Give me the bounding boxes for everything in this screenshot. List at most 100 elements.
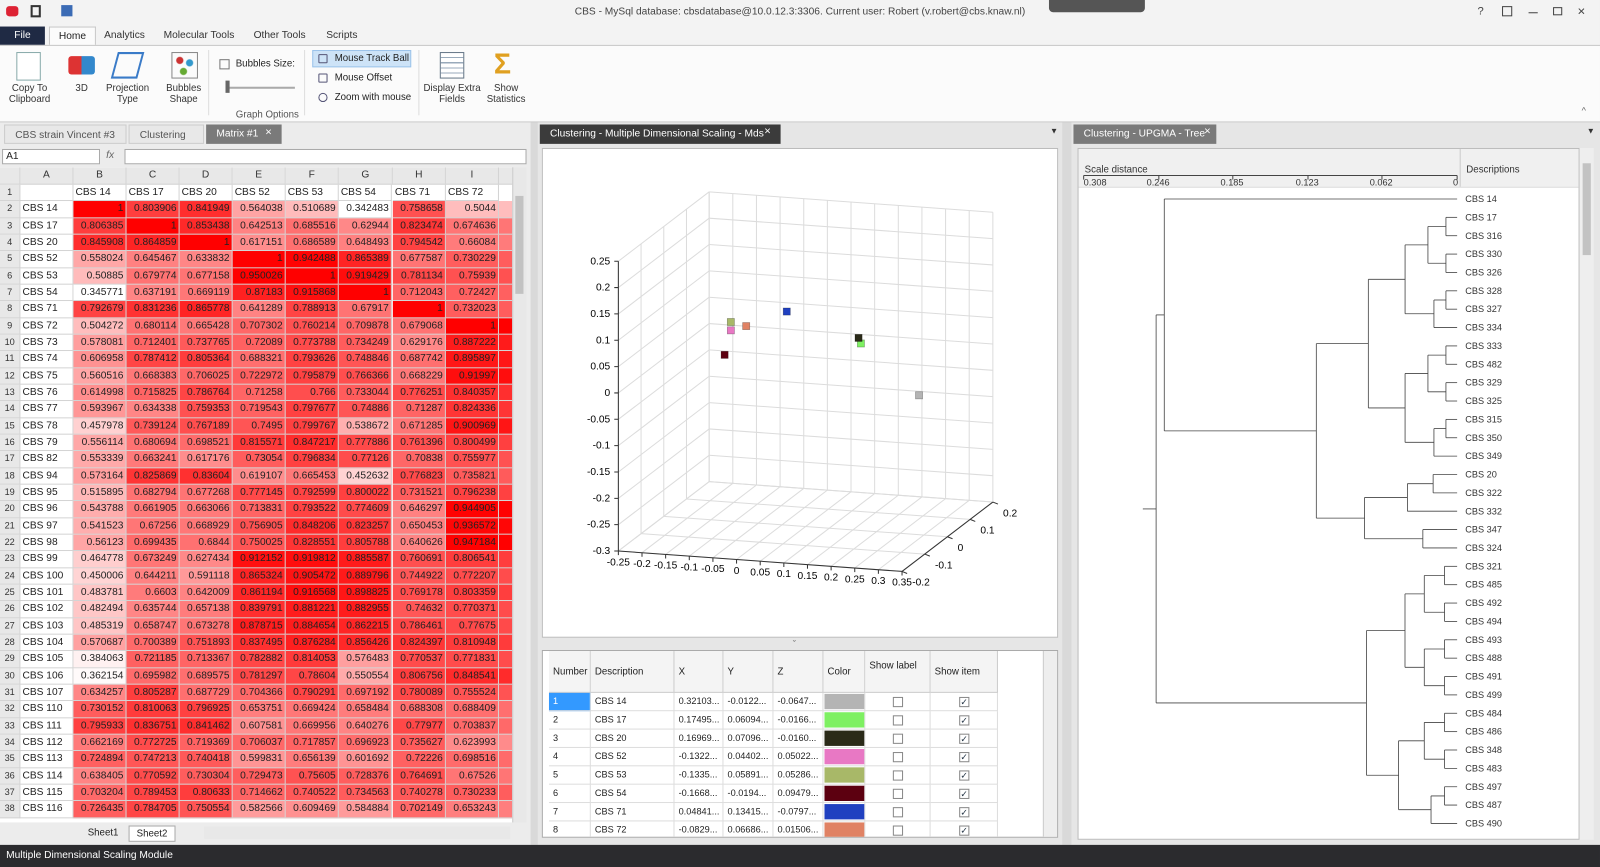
matrix-cell[interactable]: 0.623993 — [445, 734, 499, 752]
matrix-cell[interactable]: 0.774609 — [338, 501, 392, 518]
row-name-cell[interactable]: CBS 113 — [20, 751, 74, 768]
row-header[interactable]: 30 — [0, 667, 21, 685]
matrix-cell[interactable]: 0.689575 — [179, 667, 233, 685]
matrix-cell[interactable]: 0.751893 — [179, 634, 233, 652]
row-name-cell[interactable]: CBS 94 — [20, 467, 74, 485]
matrix-cell[interactable]: 0.634338 — [126, 401, 180, 418]
matrix-cell[interactable]: 0.614998 — [73, 384, 127, 402]
z-cell[interactable]: -0.0647... — [773, 692, 824, 712]
matrix-cell[interactable]: 0.627434 — [179, 551, 233, 568]
matrix-cell[interactable]: 0.658747 — [126, 617, 180, 635]
matrix-cell[interactable]: 0.679774 — [126, 267, 180, 285]
matrix-cell[interactable]: 0.755524 — [445, 684, 499, 702]
matrix-cell[interactable]: 0.617176 — [179, 451, 233, 468]
matrix-cell[interactable]: 0.482494 — [73, 601, 127, 618]
matrix-cell[interactable]: 0.790291 — [285, 684, 339, 702]
matrix-cell[interactable]: 0.665453 — [285, 467, 339, 485]
number-cell[interactable]: 7 — [548, 803, 591, 822]
scroll-thumb[interactable] — [515, 195, 524, 294]
matrix-cell[interactable]: 0.895897 — [445, 351, 499, 368]
z-cell[interactable]: 0.05022... — [773, 747, 824, 767]
matrix-cell[interactable]: 0.840357 — [445, 384, 499, 402]
color-swatch[interactable] — [824, 693, 865, 710]
matrix-cell[interactable]: 0.653751 — [232, 701, 286, 718]
matrix-cell[interactable]: 0.687742 — [392, 351, 446, 368]
table-header[interactable]: Y — [723, 651, 774, 693]
matrix-cell[interactable]: 0.759353 — [179, 401, 233, 418]
row-name-cell[interactable]: CBS 54 — [20, 284, 74, 302]
matrix-cell[interactable]: 0.864859 — [126, 234, 180, 252]
matrix-cell[interactable]: 0.582566 — [232, 801, 286, 818]
matrix-cell[interactable]: 0.707302 — [232, 317, 286, 335]
matrix-cell[interactable]: 0.704366 — [232, 684, 286, 702]
show-label-checkbox[interactable] — [892, 825, 904, 836]
mds-plot[interactable]: 0.250.20.150.10.050-0.05-0.1-0.15-0.2-0.… — [538, 122, 1062, 622]
row-header[interactable]: 37 — [0, 784, 21, 802]
matrix-cell[interactable]: 0.788913 — [285, 301, 339, 318]
matrix-cell[interactable]: 0.824397 — [392, 634, 446, 652]
matrix-cell[interactable]: 0.70838 — [392, 451, 446, 468]
matrix-cell[interactable]: 0.593967 — [73, 401, 127, 418]
matrix-cell[interactable]: 0.764691 — [392, 767, 446, 785]
matrix-cell[interactable]: 0.702149 — [392, 801, 446, 818]
matrix-cell[interactable]: 0.734563 — [338, 784, 392, 802]
matrix-cell[interactable]: 0.700389 — [126, 634, 180, 652]
matrix-cell[interactable]: 0.688321 — [232, 351, 286, 368]
matrix-cell[interactable]: 0.750554 — [179, 801, 233, 818]
matrix-cell[interactable]: 0.823257 — [338, 517, 392, 535]
matrix-cell[interactable]: 0.795933 — [73, 717, 127, 735]
row-name-cell[interactable]: CBS 98 — [20, 534, 74, 552]
matrix-cell[interactable]: 0.728376 — [338, 767, 392, 785]
column-header[interactable]: E — [232, 167, 286, 185]
row-name-cell[interactable]: CBS 110 — [20, 701, 74, 718]
matrix-cell[interactable]: 0.682794 — [126, 484, 180, 502]
matrix-cell[interactable]: 0.714662 — [232, 784, 286, 802]
column-header[interactable]: H — [392, 167, 446, 185]
matrix-cell[interactable]: 0.673249 — [126, 551, 180, 568]
description-cell[interactable]: CBS 14 — [590, 692, 675, 712]
row-header[interactable]: 34 — [0, 734, 21, 752]
matrix-cell[interactable]: 0.680114 — [126, 317, 180, 335]
matrix-cell[interactable]: 0.730304 — [179, 767, 233, 785]
color-swatch[interactable] — [824, 822, 865, 837]
matrix-cell[interactable]: 0.697192 — [338, 684, 392, 702]
row-name-cell[interactable]: CBS 112 — [20, 734, 74, 752]
matrix-cell[interactable]: 0.645467 — [126, 251, 180, 268]
z-cell[interactable]: -0.0160... — [773, 729, 824, 748]
matrix-cell[interactable]: 0.810948 — [445, 634, 499, 652]
matrix-cell[interactable]: 0.881221 — [285, 601, 339, 618]
matrix-cell[interactable]: 0.342483 — [338, 201, 392, 219]
matrix-cell[interactable]: 0.638405 — [73, 767, 127, 785]
row-header[interactable]: 16 — [0, 434, 21, 452]
matrix-cell[interactable]: 0.800022 — [338, 484, 392, 502]
close-tab[interactable]: × — [1204, 125, 1211, 138]
z-cell[interactable]: 0.09479... — [773, 784, 824, 804]
matrix-cell[interactable]: 0.607581 — [232, 717, 286, 735]
show-label-checkbox[interactable] — [892, 807, 904, 818]
row-header[interactable]: 27 — [0, 617, 21, 635]
row-header[interactable]: 10 — [0, 334, 21, 352]
row-header[interactable]: 15 — [0, 417, 21, 435]
matrix-cell[interactable]: 0.668383 — [126, 367, 180, 385]
show-label-checkbox[interactable] — [892, 752, 904, 763]
matrix-cell[interactable]: 0.617151 — [232, 234, 286, 252]
ribbon-tab[interactable]: Molecular Tools — [163, 29, 235, 41]
row-header[interactable]: 1 — [0, 184, 21, 202]
close-tab[interactable]: × — [265, 126, 272, 139]
y-cell[interactable]: 0.04402... — [723, 747, 774, 767]
row-header[interactable]: 29 — [0, 651, 21, 668]
document-tab[interactable]: Clustering - Multiple Dimensional Scalin… — [539, 124, 781, 144]
matrix-cell[interactable]: 0.538672 — [338, 417, 392, 435]
header-cell[interactable]: CBS 20 — [179, 184, 233, 202]
matrix-cell[interactable]: 0.734249 — [338, 334, 392, 352]
matrix-cell[interactable]: 0.75939 — [445, 267, 499, 285]
panel-menu[interactable]: ▼ — [1586, 126, 1595, 136]
matrix-cell[interactable]: 0.900969 — [445, 417, 499, 435]
matrix-cell[interactable]: 0.72427 — [445, 284, 499, 302]
matrix-cell[interactable]: 0.776251 — [392, 384, 446, 402]
matrix-cell[interactable]: 1 — [392, 301, 446, 318]
table-header[interactable]: Color — [823, 651, 866, 693]
matrix-cell[interactable]: 0.732023 — [445, 301, 499, 318]
matrix-cell[interactable]: 0.650453 — [392, 517, 446, 535]
matrix-cell[interactable]: 0.876284 — [285, 634, 339, 652]
